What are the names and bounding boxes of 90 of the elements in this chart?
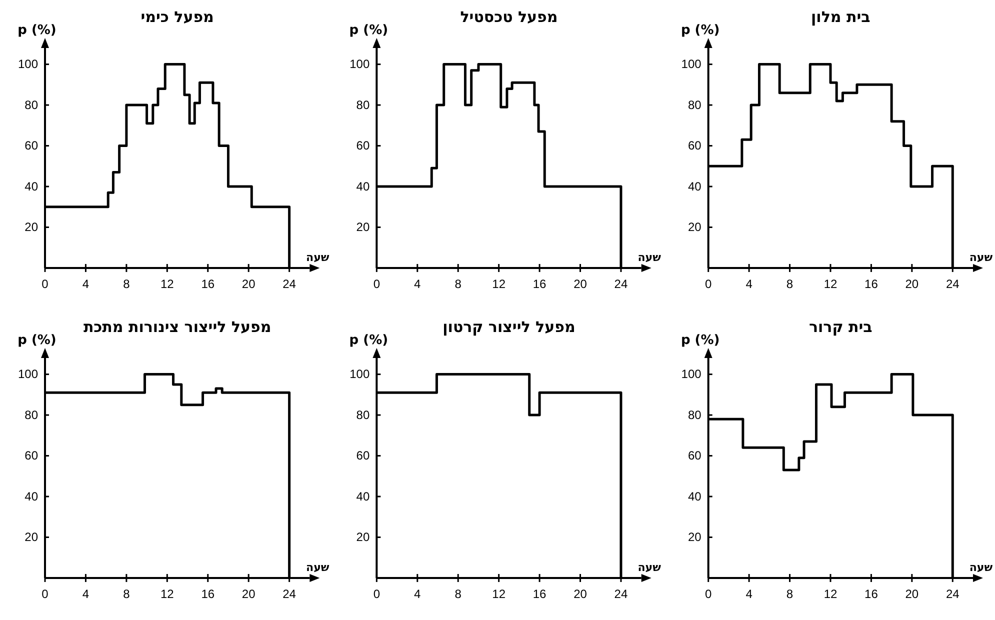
x-tick-label: 16 xyxy=(864,277,878,292)
x-tick-label: 24 xyxy=(282,587,296,602)
x-tick-label: 8 xyxy=(123,277,130,292)
y-tick-label: 80 xyxy=(356,408,370,422)
x-tick-label: 20 xyxy=(242,587,256,602)
x-tick-label: 20 xyxy=(574,587,588,602)
y-tick-label: 100 xyxy=(350,367,370,382)
y-tick-label: 40 xyxy=(356,489,370,504)
x-tick-label: 8 xyxy=(454,277,462,292)
x-tick-label: 0 xyxy=(373,277,380,292)
x-tick-label: 4 xyxy=(746,277,753,292)
x-tick-label: 4 xyxy=(82,277,90,292)
x-tick-label: 4 xyxy=(414,277,422,292)
chart-title: מפעל לייצור קרטון xyxy=(442,318,576,336)
y-axis-title: p (%) xyxy=(18,23,56,38)
y-tick-label: 20 xyxy=(24,220,38,234)
y-tick-label: 40 xyxy=(24,179,38,194)
chart-title: מפעל כימי xyxy=(140,8,214,26)
chart-title: מפעל לייצור צינורות מתכת xyxy=(83,318,272,336)
chart-title: מפעל טכסטיל xyxy=(460,8,558,26)
x-tick-label: 24 xyxy=(614,587,628,602)
y-axis-title: p (%) xyxy=(680,23,720,38)
y-tick-label: 80 xyxy=(24,98,38,112)
y-tick-label: 100 xyxy=(18,367,38,382)
x-tick-label: 24 xyxy=(946,277,960,292)
x-tick-label: 12 xyxy=(492,587,506,602)
y-tick-label: 40 xyxy=(356,179,370,194)
y-tick-label: 80 xyxy=(24,408,38,422)
x-tick-label: 12 xyxy=(492,277,506,292)
x-axis-title: שעה xyxy=(306,251,330,264)
y-tick-label: 60 xyxy=(24,448,38,463)
x-axis-title: שעה xyxy=(638,251,662,264)
x-tick-label: 0 xyxy=(704,587,712,602)
y-tick-label: 60 xyxy=(356,448,370,463)
y-axis-title: p (%) xyxy=(18,333,56,348)
x-tick-label: 8 xyxy=(454,587,462,602)
x-axis-title: שעה xyxy=(969,561,994,574)
y-tick-label: 20 xyxy=(24,530,38,544)
y-tick-label: 60 xyxy=(688,448,702,463)
x-tick-label: 0 xyxy=(42,277,49,292)
chart-title: בית קרור xyxy=(809,318,872,336)
x-tick-label: 12 xyxy=(160,277,174,292)
y-axis-title: p (%) xyxy=(349,23,388,38)
x-tick-label: 16 xyxy=(532,587,547,602)
y-tick-label: 80 xyxy=(356,98,370,112)
x-axis-title: שעה xyxy=(969,251,994,264)
y-tick-label: 20 xyxy=(688,220,702,234)
y-axis-title: p (%) xyxy=(680,333,720,348)
x-tick-label: 8 xyxy=(786,587,794,602)
x-tick-label: 20 xyxy=(905,587,919,602)
y-tick-label: 20 xyxy=(356,530,370,544)
x-tick-label: 12 xyxy=(824,277,838,292)
y-tick-label: 40 xyxy=(688,179,702,194)
x-tick-label: 16 xyxy=(201,277,215,292)
x-tick-label: 4 xyxy=(82,587,90,602)
x-tick-label: 8 xyxy=(786,277,794,292)
x-axis-title: שעה xyxy=(306,561,330,574)
x-tick-label: 16 xyxy=(864,587,878,602)
x-tick-label: 16 xyxy=(201,587,215,602)
x-axis-title: שעה xyxy=(638,561,662,574)
x-tick-label: 8 xyxy=(123,587,130,602)
y-tick-label: 60 xyxy=(24,138,38,153)
x-tick-label: 0 xyxy=(373,587,380,602)
y-tick-label: 40 xyxy=(24,489,38,504)
x-tick-label: 24 xyxy=(282,277,296,292)
x-tick-label: 24 xyxy=(614,277,628,292)
x-tick-label: 24 xyxy=(946,587,960,602)
x-tick-label: 16 xyxy=(532,277,547,292)
y-tick-label: 100 xyxy=(681,367,702,382)
y-tick-label: 100 xyxy=(18,57,38,72)
y-tick-label: 20 xyxy=(688,530,702,544)
y-tick-label: 60 xyxy=(688,138,702,153)
y-tick-label: 20 xyxy=(356,220,370,234)
x-tick-label: 12 xyxy=(824,587,838,602)
y-axis-title: p (%) xyxy=(349,333,388,348)
x-tick-label: 20 xyxy=(574,277,588,292)
y-tick-label: 100 xyxy=(681,57,702,72)
x-tick-label: 0 xyxy=(42,587,49,602)
x-tick-label: 0 xyxy=(704,277,712,292)
y-tick-label: 40 xyxy=(688,489,702,504)
y-tick-label: 60 xyxy=(356,138,370,153)
x-tick-label: 20 xyxy=(905,277,919,292)
y-tick-label: 80 xyxy=(688,408,702,422)
x-tick-label: 12 xyxy=(160,587,174,602)
chart-title: בית מלון xyxy=(811,8,870,26)
y-tick-label: 100 xyxy=(350,57,370,72)
x-tick-label: 4 xyxy=(414,587,422,602)
x-tick-label: 20 xyxy=(242,277,256,292)
x-tick-label: 4 xyxy=(746,587,753,602)
y-tick-label: 80 xyxy=(688,98,702,112)
